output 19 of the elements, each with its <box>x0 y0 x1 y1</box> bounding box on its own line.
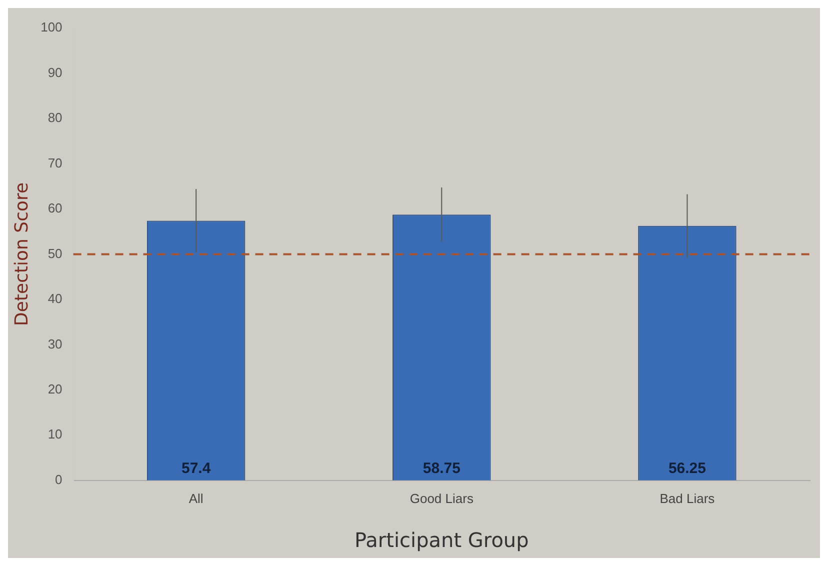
x-tick-label: Good Liars <box>410 490 474 506</box>
y-tick-label: 90 <box>48 64 62 80</box>
y-tick-label: 50 <box>48 246 62 261</box>
x-tick-label: Bad Liars <box>660 490 716 506</box>
y-tick-label: 0 <box>55 472 62 487</box>
data-label: 58.75 <box>422 460 460 478</box>
y-tick-label: 10 <box>48 426 62 442</box>
y-axis-title: Detection Score <box>11 182 32 326</box>
y-tick-label: 60 <box>48 200 62 216</box>
x-axis-title: Participant Group <box>354 528 529 552</box>
y-tick-label: 30 <box>48 336 62 352</box>
y-tick-label: 80 <box>48 110 62 126</box>
x-tick-label: All <box>188 490 204 506</box>
y-tick-label: 70 <box>48 155 62 170</box>
data-label: 57.4 <box>181 460 212 478</box>
data-label: 56.25 <box>668 460 706 478</box>
y-tick-label: 100 <box>40 20 62 35</box>
y-tick-label: 40 <box>48 291 62 306</box>
y-tick-label: 20 <box>48 382 62 396</box>
